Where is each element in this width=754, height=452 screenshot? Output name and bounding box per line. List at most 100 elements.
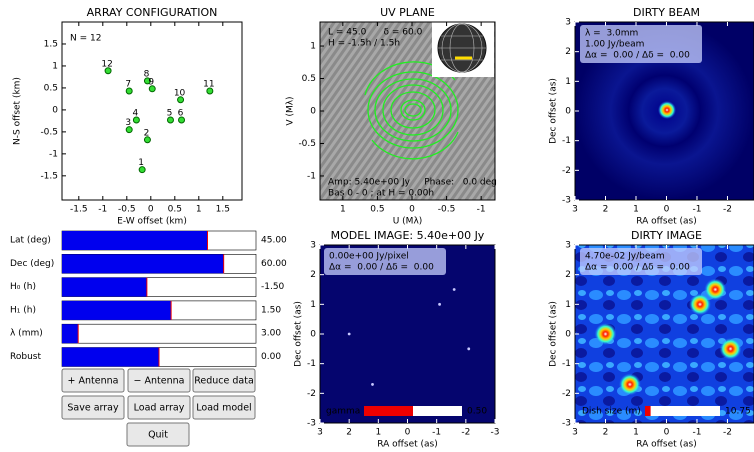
y-tick-label: 3 [565, 241, 571, 251]
slider-fill [62, 231, 208, 250]
y-tick-label: 0 [52, 105, 58, 115]
y-tick-label: 1 [565, 300, 571, 310]
antenna-label: 7 [125, 80, 131, 90]
model-source [347, 332, 351, 336]
x-tick-label: 1 [633, 428, 639, 438]
x-tick-label: -2 [461, 428, 470, 438]
slider-label: Dec (deg) [10, 259, 54, 269]
y-tick-label: 3 [565, 18, 571, 28]
antenna-label: 10 [174, 88, 186, 98]
y-tick-label: -0.5 [298, 139, 316, 149]
button-label: + Antenna [68, 376, 119, 387]
dirty-source [689, 293, 712, 316]
y-tick-label: -2 [307, 389, 316, 399]
antenna[interactable] [166, 116, 174, 124]
model-source [452, 288, 456, 291]
x-tick-label: 0.5 [370, 205, 384, 215]
y-tick-label: 0 [310, 107, 316, 117]
slider-fill [62, 347, 159, 367]
antenna-count: N = 12 [70, 34, 101, 44]
slider-track[interactable] [61, 323, 257, 344]
model-source [371, 383, 374, 386]
info-text: 0.00e+00 Jy/pixel [329, 252, 409, 262]
y-axis-label: Dec offset (as) [549, 78, 559, 144]
x-tick-label: 1 [375, 428, 381, 438]
antenna[interactable] [125, 87, 133, 95]
button-label: Load array [134, 403, 185, 414]
slider-label: Lat (deg) [10, 236, 51, 246]
y-tick-label: 0 [565, 107, 571, 117]
antenna[interactable] [206, 87, 214, 95]
slider-value: 0.50 [467, 407, 487, 417]
antenna[interactable] [132, 116, 140, 124]
info-text: 4.70e-02 Jy/beam [585, 252, 665, 262]
y-tick-label: -3 [562, 196, 571, 206]
antenna-label: 6 [178, 109, 184, 119]
y-axis-label: Dec offset (as) [549, 301, 559, 367]
antenna[interactable] [104, 67, 112, 75]
button[interactable] [126, 422, 190, 447]
button-label: Load model [196, 403, 251, 414]
button[interactable] [127, 368, 191, 393]
antenna-label: 5 [167, 109, 173, 119]
x-tick-label: 3 [317, 428, 323, 438]
x-axis-label: E-W offset (km) [117, 217, 187, 227]
plot-title: UV PLANE [380, 6, 435, 19]
y-tick-label: -0.5 [40, 127, 58, 137]
button[interactable] [61, 368, 125, 393]
x-tick-label: 1 [196, 205, 202, 215]
y-tick-label: 0.5 [302, 74, 316, 84]
info-text: Δα = 0.00 / Δδ = 0.00 [329, 263, 434, 273]
antenna[interactable] [143, 77, 151, 85]
antenna[interactable] [138, 166, 146, 174]
slider-label: Dish size (m) [582, 407, 641, 417]
button-label: − Antenna [134, 376, 185, 387]
button-label: Save array [67, 403, 119, 414]
x-tick-label: 2 [346, 428, 352, 438]
button[interactable] [192, 368, 256, 393]
antenna-label: 8 [144, 69, 150, 79]
info-text: L = 45.0 δ = 60.0 [328, 28, 423, 38]
x-tick-label: 0 [409, 205, 415, 215]
plot-title: DIRTY BEAM [633, 6, 700, 19]
y-tick-label: -1 [562, 359, 571, 369]
antenna[interactable] [148, 85, 156, 93]
antenna[interactable] [178, 116, 186, 124]
y-tick-label: -1 [307, 171, 316, 181]
info-text: Δα = 0.00 / Δδ = 0.00 [585, 263, 690, 273]
y-axis-label: Dec offset (as) [294, 301, 304, 367]
x-tick-label: -1.5 [70, 205, 88, 215]
slider-value: 45.00 [261, 236, 287, 246]
y-tick-label: 1 [310, 300, 316, 310]
dirty-source [719, 337, 742, 360]
antenna-label: 11 [203, 80, 214, 90]
slider-fill [62, 324, 79, 344]
dirty-source [704, 278, 727, 301]
y-tick-label: -2 [562, 166, 571, 176]
button[interactable] [127, 395, 191, 420]
y-tick-label: -3 [562, 419, 571, 429]
y-axis-label: V (Mλ) [286, 96, 296, 125]
model-source [438, 302, 441, 306]
antenna[interactable] [125, 126, 133, 134]
plot-frame [61, 21, 243, 201]
button[interactable] [61, 395, 125, 420]
x-tick-label: -1 [477, 205, 486, 215]
antenna[interactable] [177, 96, 185, 104]
antenna[interactable] [143, 136, 151, 144]
y-tick-label: -1.5 [40, 171, 58, 181]
slider-value: 60.00 [261, 259, 287, 269]
slider-track[interactable] [645, 406, 720, 416]
info-text: λ = 3.0mm [585, 29, 638, 39]
antenna-label: 12 [101, 59, 112, 69]
x-tick-label: 2 [603, 428, 609, 438]
slider-fill [364, 406, 413, 416]
array-plot-bg [62, 22, 242, 200]
button[interactable] [192, 395, 256, 420]
y-tick-label: -1 [49, 149, 58, 159]
slider-value: 10.75 [725, 407, 751, 417]
slider-value: 1.50 [261, 305, 281, 315]
slider-value: 0.00 [261, 352, 281, 362]
button-label: Reduce data [194, 376, 254, 387]
